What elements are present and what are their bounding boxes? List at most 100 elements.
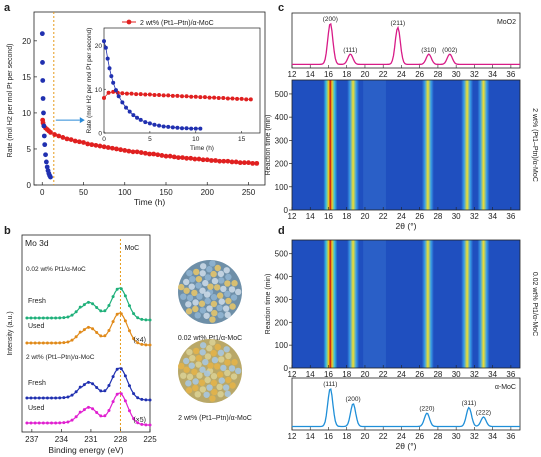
x-tick-label: 0 xyxy=(40,188,45,197)
inset-data-point xyxy=(175,93,180,98)
xps-point xyxy=(54,316,58,320)
xps-point xyxy=(119,392,123,396)
atom xyxy=(228,365,236,372)
xps-point xyxy=(140,397,144,401)
inset-data-point xyxy=(175,125,180,130)
xps-point xyxy=(107,303,111,307)
x-tick-label: 18 xyxy=(342,432,351,441)
xps-point xyxy=(136,396,140,400)
data-point xyxy=(64,136,70,142)
x-tick-label: 231 xyxy=(84,435,98,444)
atom xyxy=(199,349,206,356)
xps-point xyxy=(127,304,131,308)
inset-data-point xyxy=(239,96,244,101)
xps-point xyxy=(45,396,49,400)
atom xyxy=(195,354,203,362)
x-tick-label: 16 xyxy=(324,212,333,221)
xps-point xyxy=(29,396,33,400)
atom xyxy=(224,311,231,319)
reference-label: MoO2 xyxy=(497,19,516,26)
atom xyxy=(186,269,193,277)
data-point xyxy=(109,145,115,151)
heatmap-band xyxy=(323,80,338,210)
xps-point xyxy=(132,392,136,396)
inset-data-point xyxy=(157,92,162,97)
xps-point xyxy=(99,334,103,338)
data-point xyxy=(134,149,140,155)
xps-point xyxy=(103,389,107,393)
data-point xyxy=(204,157,210,163)
x-tick-label: 24 xyxy=(397,212,406,221)
inset-data-point xyxy=(184,94,189,99)
xps-point xyxy=(99,309,103,313)
inset-data-point xyxy=(143,120,148,125)
xps-point xyxy=(41,316,45,320)
reference-label: α-MoC xyxy=(495,384,516,391)
inset-data-point xyxy=(225,96,230,101)
x-tick-label: 32 xyxy=(470,70,479,79)
x-axis-label: Binding energy (eV) xyxy=(48,445,123,455)
xps-point xyxy=(58,341,62,345)
y-axis-label: Rate (mol H2 per mol Pt per second) xyxy=(7,44,14,158)
atom xyxy=(199,263,207,270)
data-point xyxy=(60,135,66,140)
inset-y-tick-label: 20 xyxy=(95,43,103,50)
panel-c-chart: 0 100 200 300 400 500 Reaction time (min) 2 wt%… xyxy=(265,12,538,231)
atom xyxy=(230,294,238,301)
x-tick-label: 12 xyxy=(288,70,297,79)
xps-point xyxy=(70,418,74,422)
data-point xyxy=(167,153,173,159)
xps-point xyxy=(66,395,70,399)
y-tick-label: 100 xyxy=(275,341,289,350)
data-point xyxy=(101,144,107,150)
xps-point xyxy=(78,410,82,414)
reference-frame xyxy=(291,377,521,431)
atom xyxy=(210,379,218,387)
xps-point xyxy=(82,328,86,332)
heatmap-band xyxy=(421,80,434,210)
xps-point xyxy=(58,421,62,425)
atom xyxy=(192,305,199,313)
xps-point xyxy=(111,400,115,404)
atom xyxy=(185,380,192,387)
atom xyxy=(192,378,199,385)
xps-point xyxy=(25,341,29,345)
inset-data-point xyxy=(152,92,157,97)
xps-point xyxy=(29,341,33,345)
x-tick-label: 12 xyxy=(288,370,297,379)
xps-point xyxy=(148,423,152,427)
heatmap-haze xyxy=(363,80,386,210)
atom xyxy=(204,376,211,384)
inset-data-point xyxy=(184,126,189,131)
x-tick-label: 50 xyxy=(79,188,88,197)
y-tick-label: 100 xyxy=(275,183,289,192)
data-point xyxy=(41,123,47,129)
atom xyxy=(218,277,225,284)
inset-data-point xyxy=(131,113,136,118)
x-tick-label: 26 xyxy=(415,432,424,441)
inset-data-point xyxy=(235,96,240,101)
inset-data-point xyxy=(152,122,157,127)
y-tick-label: 200 xyxy=(275,318,289,327)
data-point xyxy=(246,160,251,166)
atom xyxy=(191,289,198,297)
atom xyxy=(217,311,224,319)
xps-point xyxy=(91,382,95,386)
atom xyxy=(218,377,225,384)
atom xyxy=(204,297,211,305)
atom xyxy=(185,301,192,308)
xps-point xyxy=(33,421,37,425)
xps-point xyxy=(74,390,78,394)
x-tick-label: 36 xyxy=(506,70,515,79)
atom xyxy=(183,287,190,294)
atom xyxy=(216,304,223,312)
atom xyxy=(196,372,203,379)
atom xyxy=(225,376,232,384)
x-tick-label: 24 xyxy=(397,70,406,79)
xps-point xyxy=(62,396,66,400)
atom xyxy=(204,274,212,281)
atom xyxy=(178,283,185,291)
data-point xyxy=(97,143,103,149)
x-tick-label: 14 xyxy=(306,70,315,79)
xps-point xyxy=(54,341,58,345)
